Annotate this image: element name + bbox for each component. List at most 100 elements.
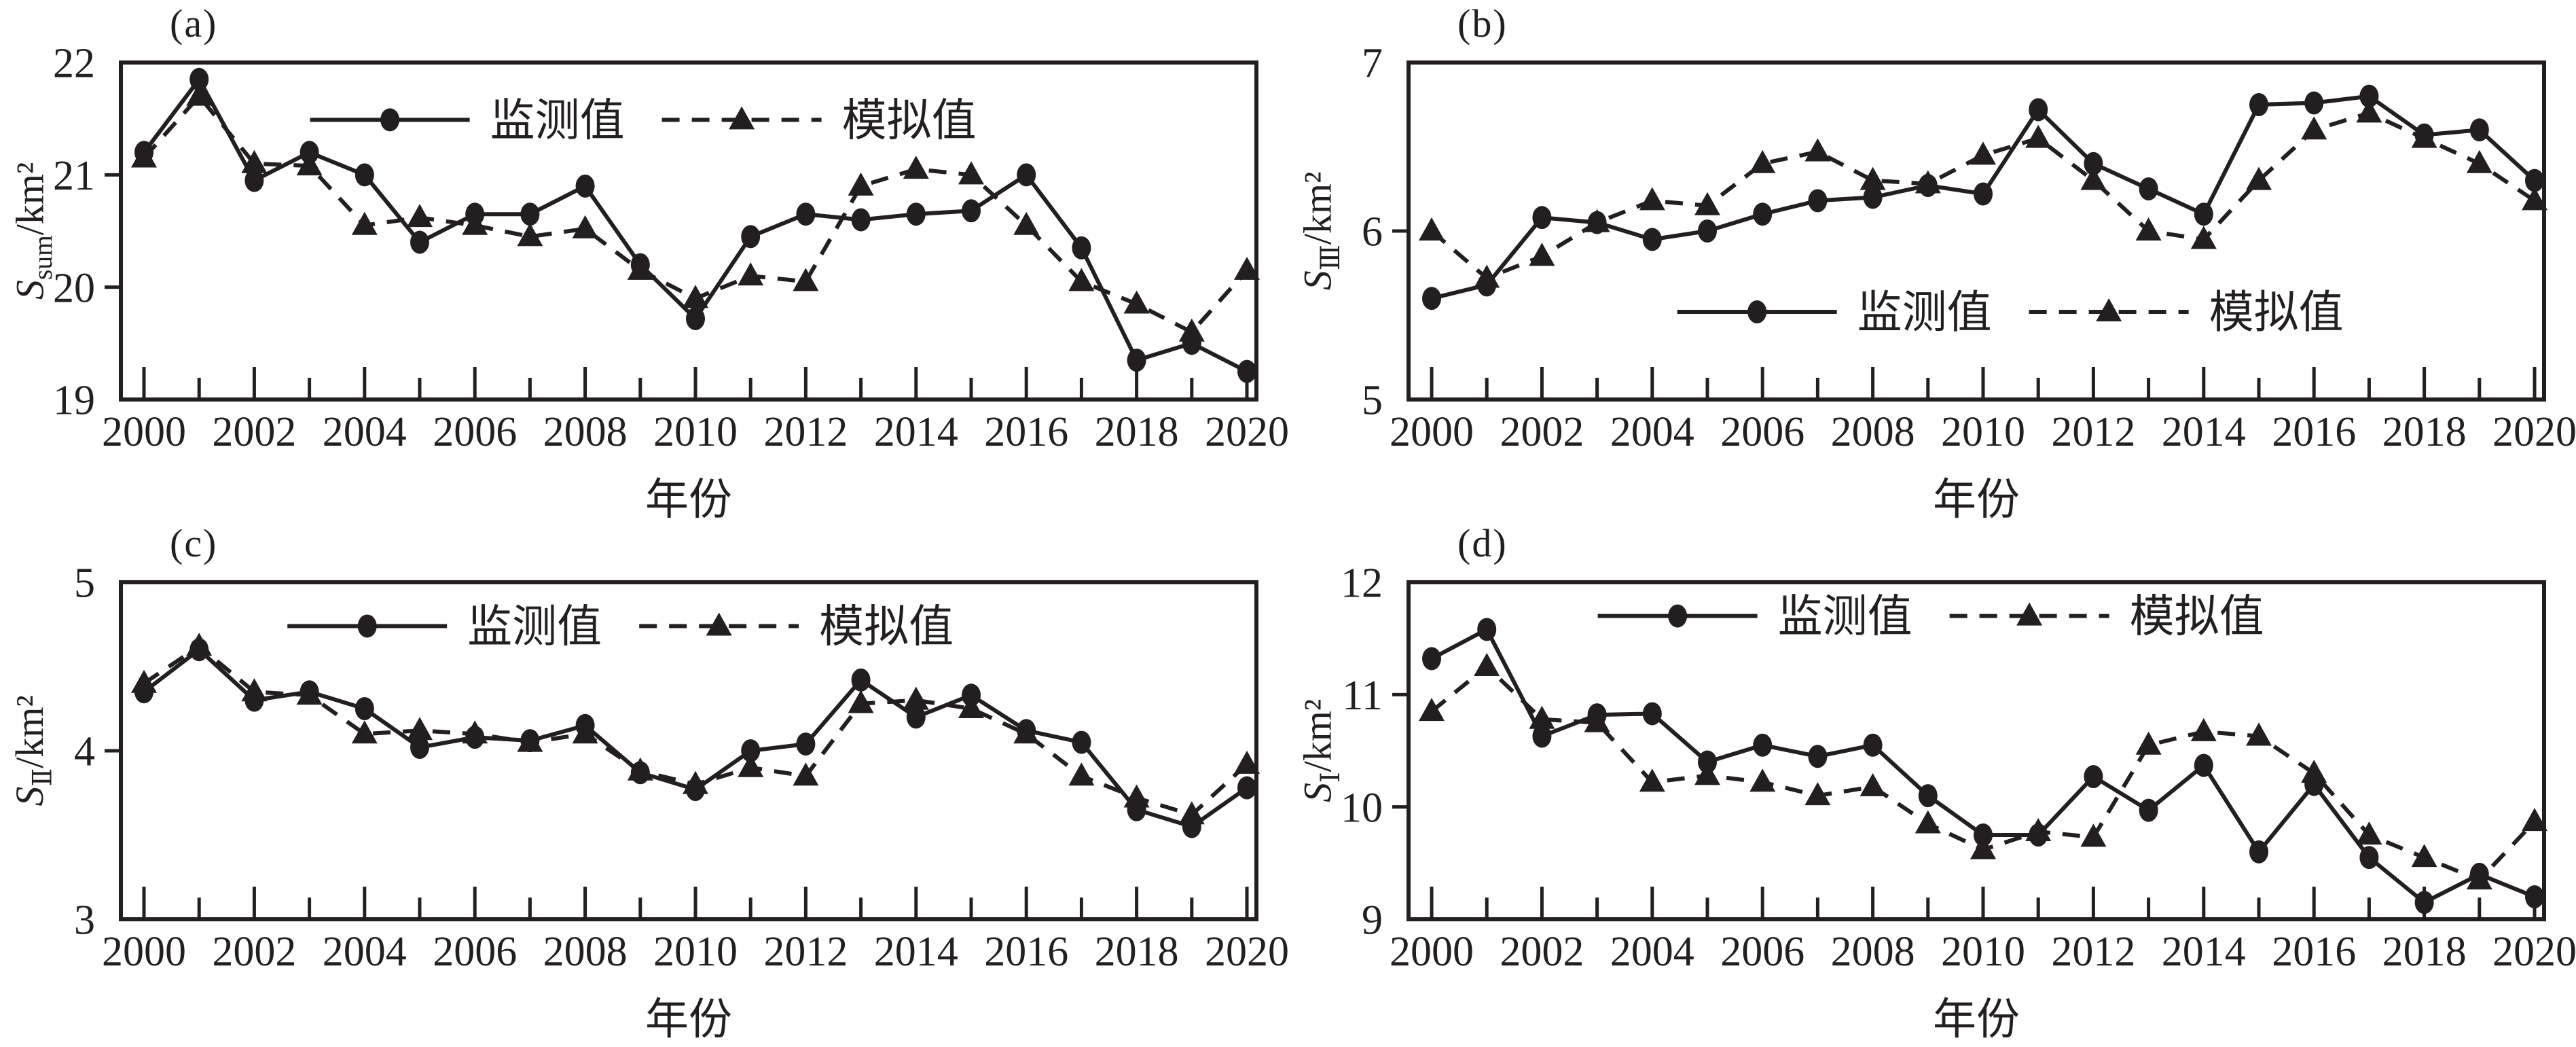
x-tick-label: 2016 [2272,409,2356,455]
data-point-simulated [1694,192,1720,215]
x-tick-label: 2018 [2382,409,2467,455]
data-point-simulated [2522,808,2547,832]
data-point-monitored [741,739,761,762]
data-point-simulated [572,215,598,238]
panel-a: 19 20 21 22 2000 2002 2004 2006 2008 2010 2012 2014… [0,0,1288,524]
x-tick-label: 2002 [212,929,296,975]
data-point-monitored [1422,647,1441,671]
data-point-simulated [738,753,764,777]
data-point-monitored [1974,823,1993,847]
panel-b-chart: 5 6 7 2000 2002 2004 2006 2008 2010 2012 2014 2016 2… [1362,41,2575,455]
data-point-monitored [1072,730,1091,754]
x-tick-label: 2012 [763,929,848,975]
data-point-simulated [1749,149,1776,173]
data-point-monitored [2359,846,2379,870]
data-point-monitored [1477,618,1497,641]
x-tick-label: 2004 [323,929,407,975]
x-tick-label: 2006 [433,409,517,455]
data-point-monitored [962,199,981,223]
data-point-monitored [2359,84,2379,108]
legend-simulated-label: 模拟值 [842,96,977,145]
data-point-simulated [1178,801,1205,825]
y-symbol: S [1295,270,1340,291]
y-tick-label: 22 [53,41,95,87]
panel-a-y-axis-title: Ssum/km² [7,162,58,300]
y-tick-label: 3 [74,898,95,944]
x-tick-label: 2010 [653,929,738,975]
x-tick-label: 2010 [1941,929,2025,975]
panel-d-x-axis-title: 年份 [1933,995,2020,1044]
x-tick-label: 2006 [1720,409,1804,455]
y-tick-label: 5 [74,561,95,607]
data-point-simulated [186,82,213,106]
x-tick-label: 2012 [2051,409,2135,455]
data-point-simulated [903,156,929,179]
data-point-simulated [517,223,543,247]
data-point-monitored [2029,98,2048,122]
panel-a-chart: 19 20 21 22 2000 2002 2004 2006 2008 2010 2012 2014… [53,41,1288,455]
data-point-simulated [848,690,874,713]
x-tick-label: 2004 [1610,929,1694,975]
data-point-simulated [683,770,708,794]
data-point-simulated [1584,709,1610,732]
data-point-simulated [1474,653,1500,676]
y-subscript: Ⅰ [1315,772,1345,783]
x-tick-label: 2002 [1500,929,1584,975]
data-point-simulated [2025,124,2052,148]
data-point-monitored [1017,163,1036,187]
data-point-simulated [2246,722,2272,746]
data-point-simulated [1970,141,1996,165]
x-tick-label: 2018 [1095,409,1179,455]
x-tick-label: 2008 [543,929,628,975]
panel-b-label: (b) [1457,1,1508,46]
x-tick-label: 2000 [102,409,186,455]
data-point-simulated [1013,720,1040,744]
data-point-monitored [355,697,374,720]
data-point-simulated [1915,810,1941,834]
y-tick-label: 9 [1362,898,1383,944]
data-point-simulated [958,695,984,718]
panel-a-ylabel-wrap: Ssum/km² [0,63,65,400]
panel-c-label: (c) [170,521,218,565]
data-point-simulated [1123,290,1150,314]
data-point-simulated [1234,256,1260,280]
data-point-monitored [2249,93,2268,116]
x-tick-label: 2016 [984,929,1068,975]
data-point-monitored [906,202,926,226]
panel-a-label: (a) [170,1,218,46]
x-tick-label: 2020 [2492,409,2575,455]
data-point-simulated [517,728,543,752]
x-tick-label: 2000 [1390,929,1474,975]
panel-c: 3 4 5 2000 2002 2004 2006 2008 2010 2012 2014 2016 2… [0,520,1288,1044]
data-point-simulated [1749,768,1776,792]
y-subscript: sum [27,235,58,281]
x-tick-label: 2012 [2051,929,2135,975]
y-unit: /km² [1295,698,1340,773]
data-point-simulated [683,285,708,308]
x-tick-label: 2016 [984,409,1068,455]
panel-c-chart: 3 4 5 2000 2002 2004 2006 2008 2010 2012 2014 2016 2… [74,561,1288,975]
data-point-simulated [296,681,323,705]
y-tick-label: 7 [1362,41,1383,87]
data-point-monitored [851,668,871,692]
data-point-monitored [2414,891,2434,915]
x-tick-label: 2000 [1390,409,1474,455]
data-point-simulated [131,669,157,693]
data-point-simulated [2080,823,2107,847]
data-point-simulated [1419,217,1445,241]
data-point-simulated [462,211,488,235]
panel-d-ylabel-wrap: SⅠ/km² [1288,582,1353,919]
data-point-simulated [1804,782,1831,806]
panel-b: 5 6 7 2000 2002 2004 2006 2008 2010 2012 2014 2016 2… [1288,0,2576,524]
y-tick-label: 5 [1362,378,1383,424]
legend-monitored-label: 监测值 [467,603,602,652]
y-unit: /km² [7,162,52,236]
x-tick-label: 2020 [1205,409,1288,455]
data-point-simulated [1915,170,1941,194]
data-point-monitored [1808,745,1828,768]
data-point-monitored [410,230,429,254]
x-tick-label: 2008 [1831,409,1915,455]
data-point-monitored [1642,228,1662,251]
series-line-simulated [1430,111,2536,281]
data-point-simulated [2466,149,2492,173]
